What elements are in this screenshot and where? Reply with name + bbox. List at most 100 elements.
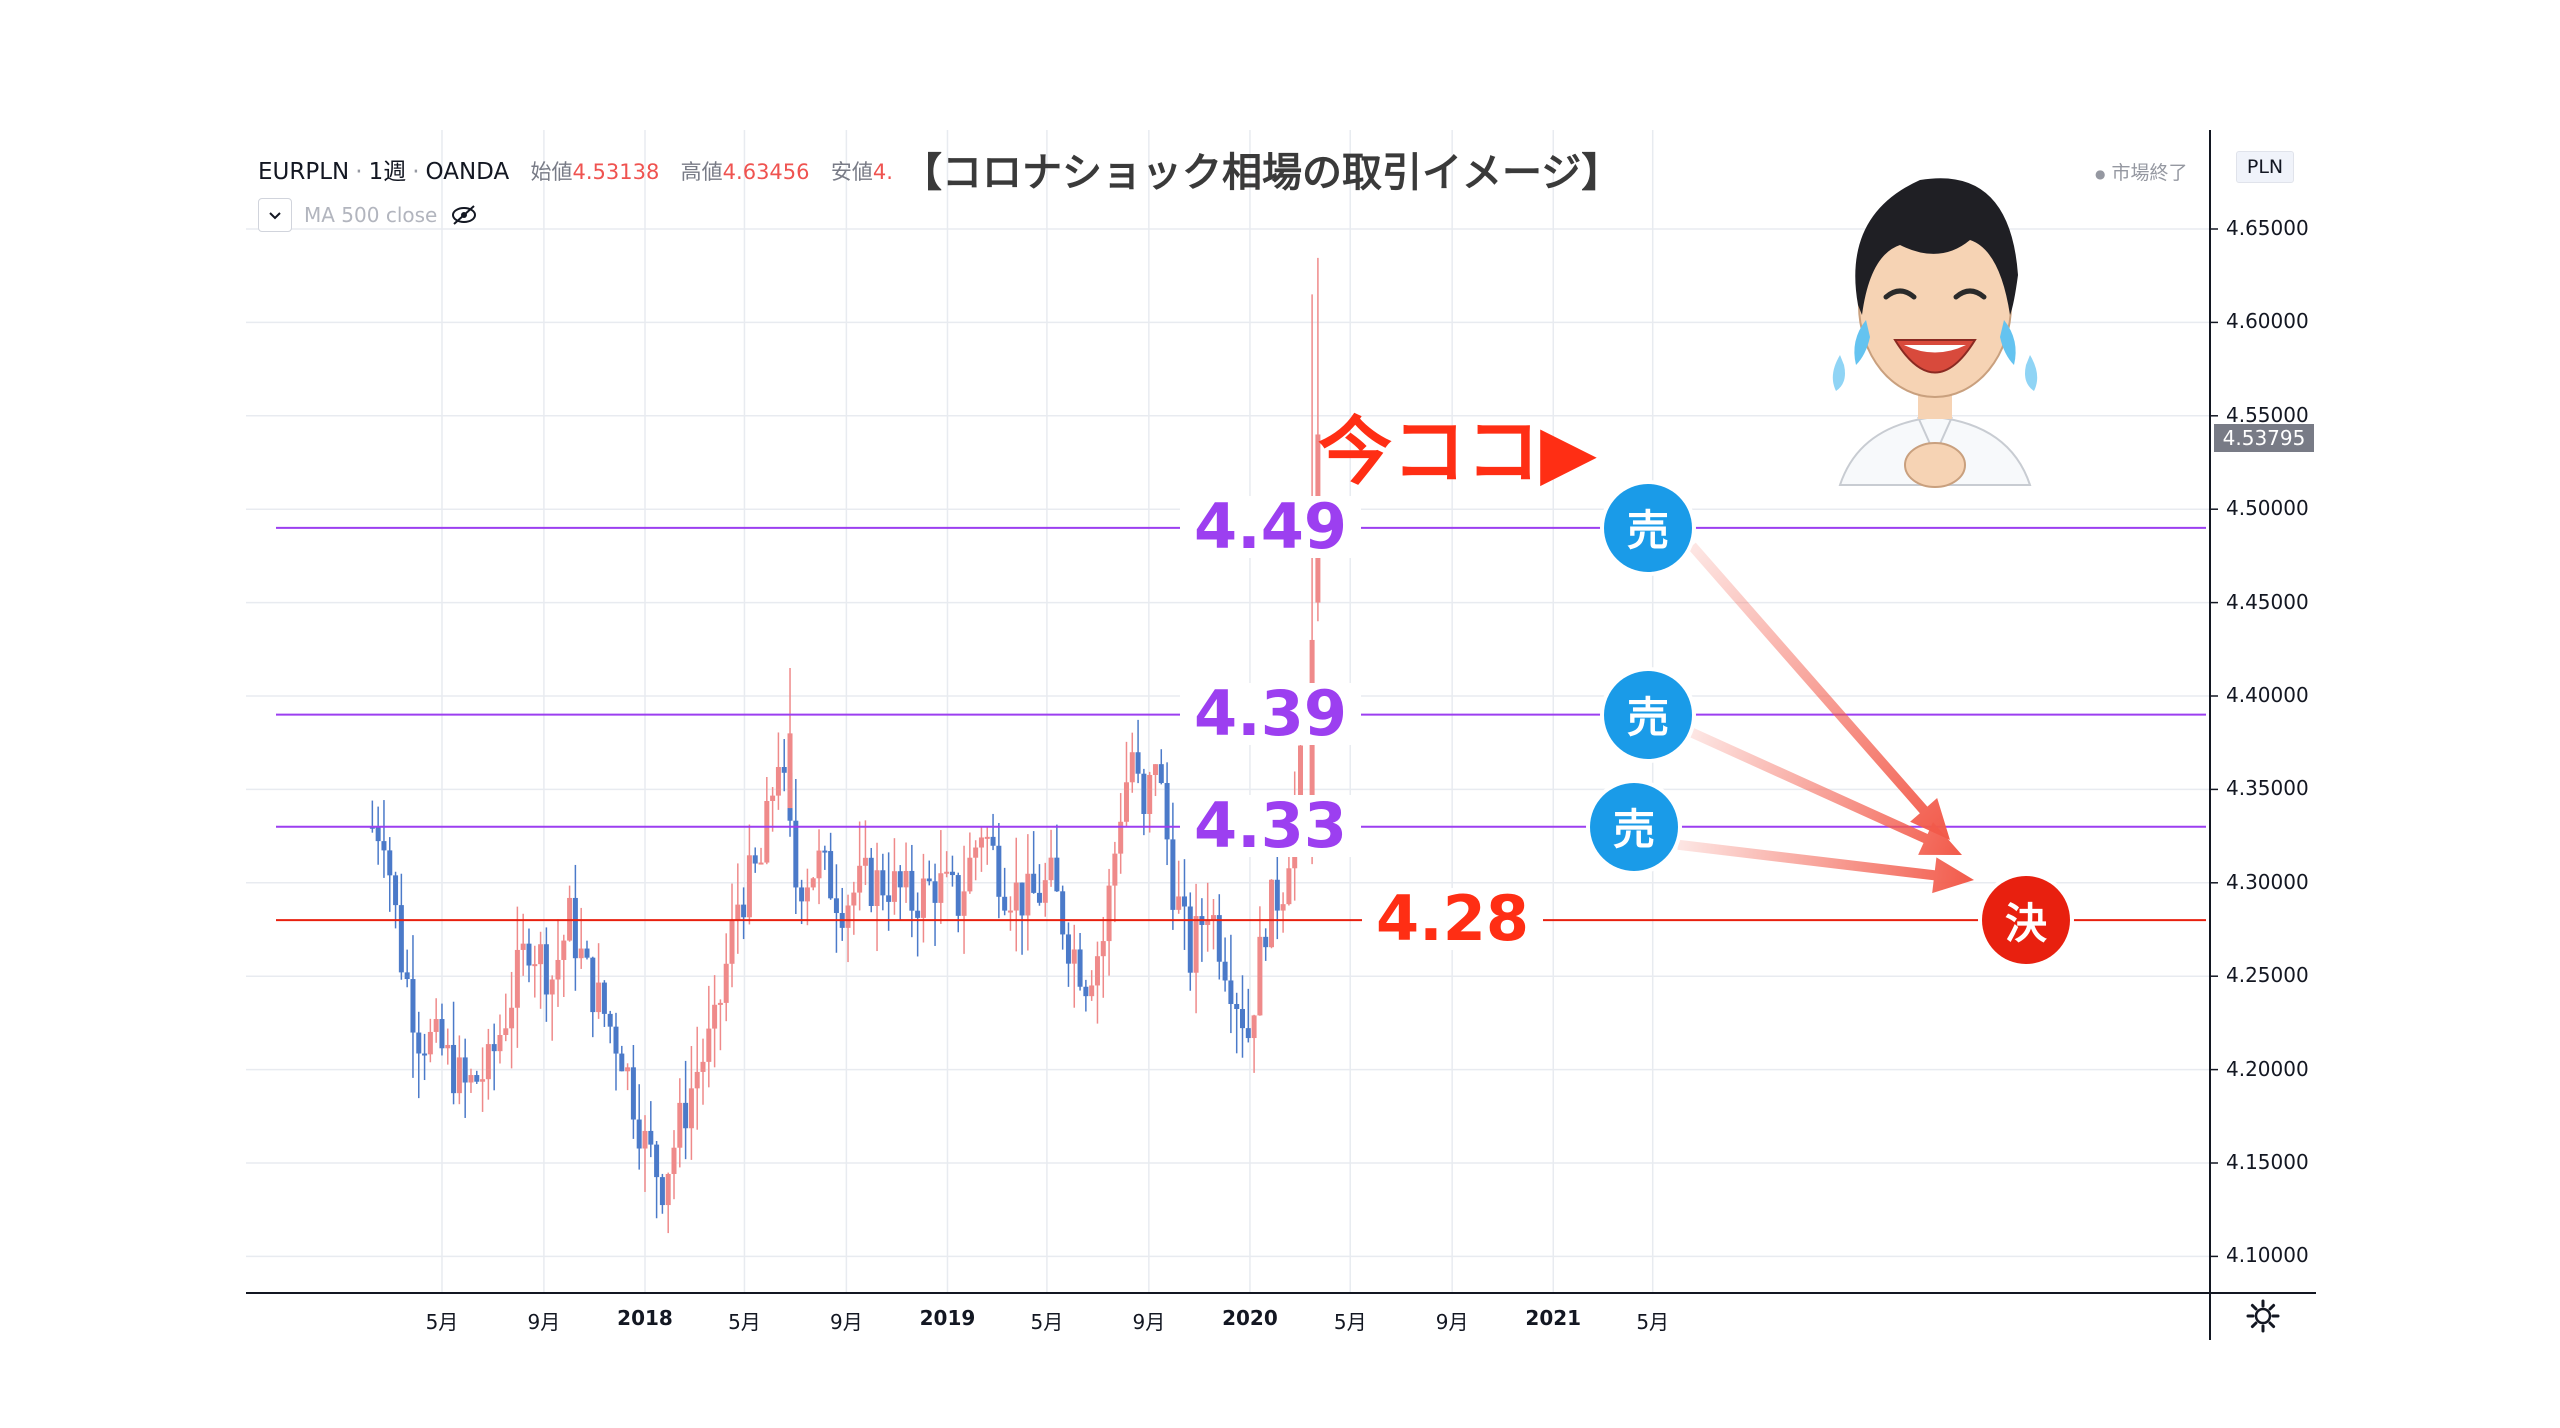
candle-body <box>688 1088 694 1129</box>
candle-body <box>451 1044 457 1094</box>
candle-body <box>1013 882 1019 911</box>
candle-body <box>1019 882 1025 916</box>
candle-body <box>1048 857 1054 881</box>
candle-body <box>1170 839 1176 910</box>
symbol-label[interactable]: EURPLN <box>258 159 350 185</box>
candle-body <box>897 871 903 888</box>
candle-body <box>1205 919 1211 925</box>
open-value: 4.53138 <box>572 160 660 184</box>
x-tick-label: 2018 <box>617 1306 673 1330</box>
arrow-shape <box>1677 839 1974 894</box>
candle-body <box>793 820 799 888</box>
arrow-shape <box>1689 728 1963 856</box>
candle-body <box>503 1028 509 1036</box>
candle-body <box>1083 986 1089 997</box>
candle-body <box>874 870 880 906</box>
candle-body <box>915 910 921 918</box>
candle-body <box>1060 891 1066 935</box>
candle-body <box>381 841 387 851</box>
candle-body <box>1112 853 1118 886</box>
candle-body <box>1065 934 1071 964</box>
candle-body <box>659 1177 665 1206</box>
candle-body <box>456 1057 462 1094</box>
candle-body <box>1187 906 1193 973</box>
candle-body <box>1152 764 1158 775</box>
candle-body <box>1268 879 1274 948</box>
candle-body <box>613 1026 619 1054</box>
y-tick-label: 4.30000 <box>2226 869 2309 894</box>
candle-body <box>1228 980 1234 1005</box>
candle-body <box>880 870 886 896</box>
candle-body <box>427 1031 433 1055</box>
candle-body <box>491 1044 497 1052</box>
candle-body <box>700 1061 706 1072</box>
candle-body <box>920 878 926 918</box>
candle-body <box>636 1119 642 1149</box>
candle-body <box>607 1013 613 1027</box>
eye-hidden-icon[interactable] <box>449 203 479 227</box>
arrow-shape <box>1688 542 1950 840</box>
candle-body <box>561 940 567 960</box>
trade-arrow <box>1688 542 1950 840</box>
x-tick-label: 5月 <box>1030 1310 1064 1334</box>
candle-body <box>549 979 555 995</box>
candle-body <box>1106 885 1112 942</box>
candle-body <box>822 850 828 853</box>
candle-body <box>799 887 805 902</box>
x-tick-label: 5月 <box>728 1310 761 1334</box>
candle-body <box>375 827 381 842</box>
candle-body <box>416 1032 422 1054</box>
candle-body <box>949 871 955 876</box>
x-tick-label: 2021 <box>1525 1306 1582 1330</box>
candle-body <box>1141 773 1147 814</box>
candle-body <box>398 905 404 973</box>
candle-body <box>735 904 741 921</box>
candle-body <box>422 1053 428 1056</box>
candle-body <box>1129 752 1135 783</box>
candle-body <box>1245 1028 1251 1039</box>
low-label: 安値 <box>830 160 873 184</box>
candle-body <box>555 959 561 980</box>
candle-body <box>984 836 990 839</box>
chart-title: 【コロナショック相場の取引イメージ】 <box>902 150 1622 196</box>
y-tick-label: 4.60000 <box>2226 309 2309 334</box>
candle-body <box>1263 936 1269 948</box>
x-tick-label: 5月 <box>1636 1310 1670 1334</box>
sell-badge: 売 <box>1590 782 1678 871</box>
candle-body <box>1210 915 1216 920</box>
candle-body <box>665 1173 671 1206</box>
candle-body <box>746 855 752 918</box>
candle-body <box>1036 892 1042 903</box>
candle-body <box>543 944 549 995</box>
y-tick-label: 4.45000 <box>2226 589 2309 614</box>
candle-body <box>619 1053 625 1072</box>
collapse-button[interactable] <box>258 198 292 232</box>
candle-body <box>480 1079 486 1082</box>
candle-body <box>1216 915 1222 962</box>
candle-body <box>1118 821 1124 854</box>
candle-body <box>445 1044 451 1049</box>
candle-body <box>828 851 834 899</box>
candle-body <box>729 920 735 964</box>
candle-body <box>891 871 897 902</box>
x-tick-label: 9月 <box>1435 1310 1469 1334</box>
candle-body <box>781 767 787 773</box>
interval-label[interactable]: 1週 <box>368 159 407 185</box>
spike-candle-body <box>787 733 793 809</box>
candle-body <box>526 943 532 966</box>
currency-button[interactable]: PLN <box>2236 151 2294 183</box>
candle-body <box>973 847 979 858</box>
candle-body <box>741 904 747 918</box>
candle-body <box>393 875 399 906</box>
candle-body <box>497 1035 503 1052</box>
candle-body <box>1123 782 1129 822</box>
candle-body <box>654 1144 660 1178</box>
candle-body <box>723 963 729 1003</box>
gear-icon[interactable] <box>2245 1298 2281 1334</box>
candle-body <box>967 857 973 892</box>
indicator-label[interactable]: MA 500 close <box>304 203 438 227</box>
candle-body <box>770 795 776 802</box>
candle-body <box>712 1004 718 1029</box>
candle-body <box>1077 949 1083 987</box>
x-tick-label: 9月 <box>829 1310 863 1334</box>
